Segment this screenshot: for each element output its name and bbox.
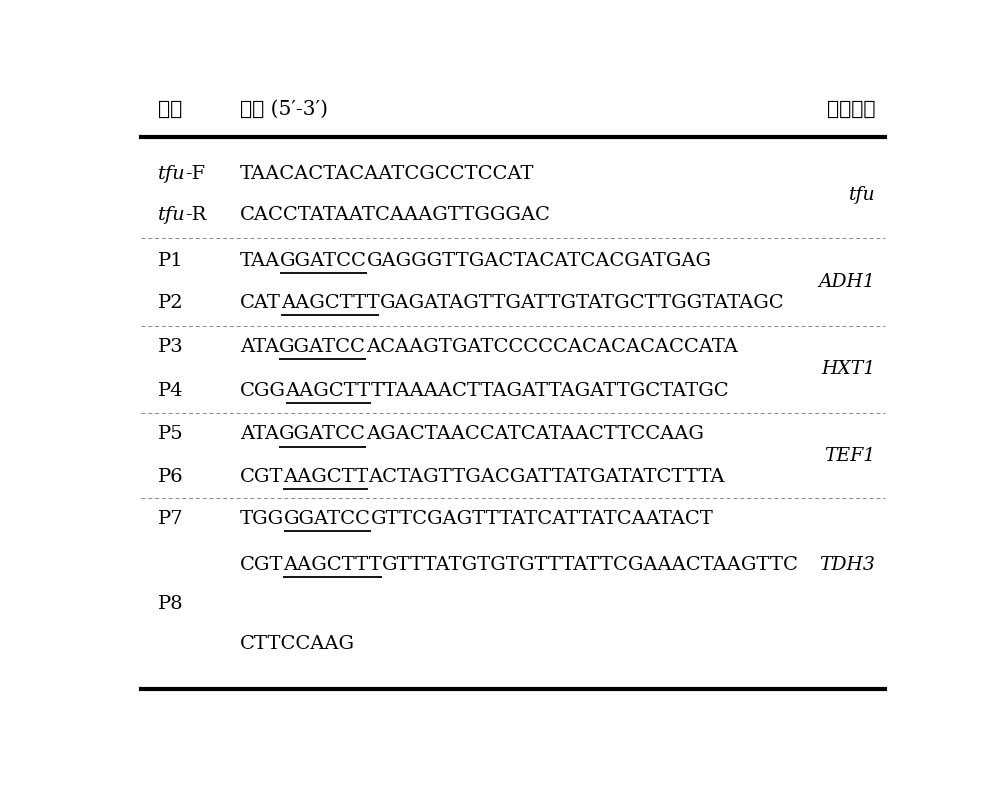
Text: GGATCC: GGATCC: [279, 425, 366, 443]
Text: -F: -F: [185, 165, 205, 183]
Text: GGATCC: GGATCC: [280, 252, 367, 270]
Text: CGT: CGT: [240, 468, 283, 486]
Text: GAGGGTTGACTACATCACGATGAG: GAGGGTTGACTACATCACGATGAG: [367, 252, 712, 270]
Text: GTTCGAGTTTATCATTATCAATACT: GTTCGAGTTTATCATTATCAATACT: [371, 510, 714, 528]
Text: HXT1: HXT1: [821, 360, 875, 378]
Text: TAACACTACAATCGCCTCCAT: TAACACTACAATCGCCTCCAT: [240, 165, 534, 183]
Text: -R: -R: [185, 207, 207, 224]
Text: ATA: ATA: [240, 425, 279, 443]
Text: GAGATAGTTGATTGTATGCTTGGTATAGC: GAGATAGTTGATTGTATGCTTGGTATAGC: [379, 294, 784, 312]
Text: ACTAGTTGACGATTATGATATCTTTA: ACTAGTTGACGATTATGATATCTTTA: [368, 468, 725, 486]
Text: AAGCTTT: AAGCTTT: [283, 556, 382, 575]
Text: GGATCC: GGATCC: [284, 510, 371, 528]
Text: tfu: tfu: [158, 165, 185, 183]
Text: P6: P6: [158, 468, 183, 486]
Text: P2: P2: [158, 294, 183, 312]
Text: AGACTAACCATCATAACTTCCAAG: AGACTAACCATCATAACTTCCAAG: [366, 425, 704, 443]
Text: ACAAGTGATCCCCCACACACACCATA: ACAAGTGATCCCCCACACACACCATA: [366, 338, 738, 356]
Text: tfu: tfu: [849, 185, 875, 204]
Text: TTAAAACTTAGATTAGATTGCTATGC: TTAAAACTTAGATTAGATTGCTATGC: [371, 382, 729, 400]
Text: P3: P3: [158, 338, 183, 356]
Text: AAGCTTT: AAGCTTT: [281, 294, 379, 312]
Text: TGG: TGG: [240, 510, 284, 528]
Text: CTTCCAAG: CTTCCAAG: [240, 635, 355, 653]
Text: tfu: tfu: [158, 207, 185, 224]
Text: TDH3: TDH3: [819, 556, 875, 575]
Text: CACCTATAATCAAAGTTGGGAC: CACCTATAATCAAAGTTGGGAC: [240, 207, 551, 224]
Text: AAGCTT: AAGCTT: [283, 468, 368, 486]
Text: GGATCC: GGATCC: [279, 338, 366, 356]
Text: P7: P7: [158, 510, 183, 528]
Text: CAT: CAT: [240, 294, 281, 312]
Text: ADH1: ADH1: [818, 273, 875, 291]
Text: ATA: ATA: [240, 338, 279, 356]
Text: P4: P4: [158, 382, 183, 400]
Text: AAGCTT: AAGCTT: [286, 382, 371, 400]
Text: 序列 (5′-3′): 序列 (5′-3′): [240, 100, 328, 119]
Text: P1: P1: [158, 252, 183, 270]
Text: TEF1: TEF1: [824, 446, 875, 465]
Text: CGG: CGG: [240, 382, 286, 400]
Text: GTTTATGTGTGTTTATTCGAAACTAAGTTC: GTTTATGTGTGTTTATTCGAAACTAAGTTC: [382, 556, 799, 575]
Text: TAA: TAA: [240, 252, 280, 270]
Text: P8: P8: [158, 595, 183, 613]
Text: 名称: 名称: [158, 100, 182, 119]
Text: CGT: CGT: [240, 556, 283, 575]
Text: P5: P5: [158, 425, 183, 443]
Text: 目的片段: 目的片段: [827, 100, 875, 119]
